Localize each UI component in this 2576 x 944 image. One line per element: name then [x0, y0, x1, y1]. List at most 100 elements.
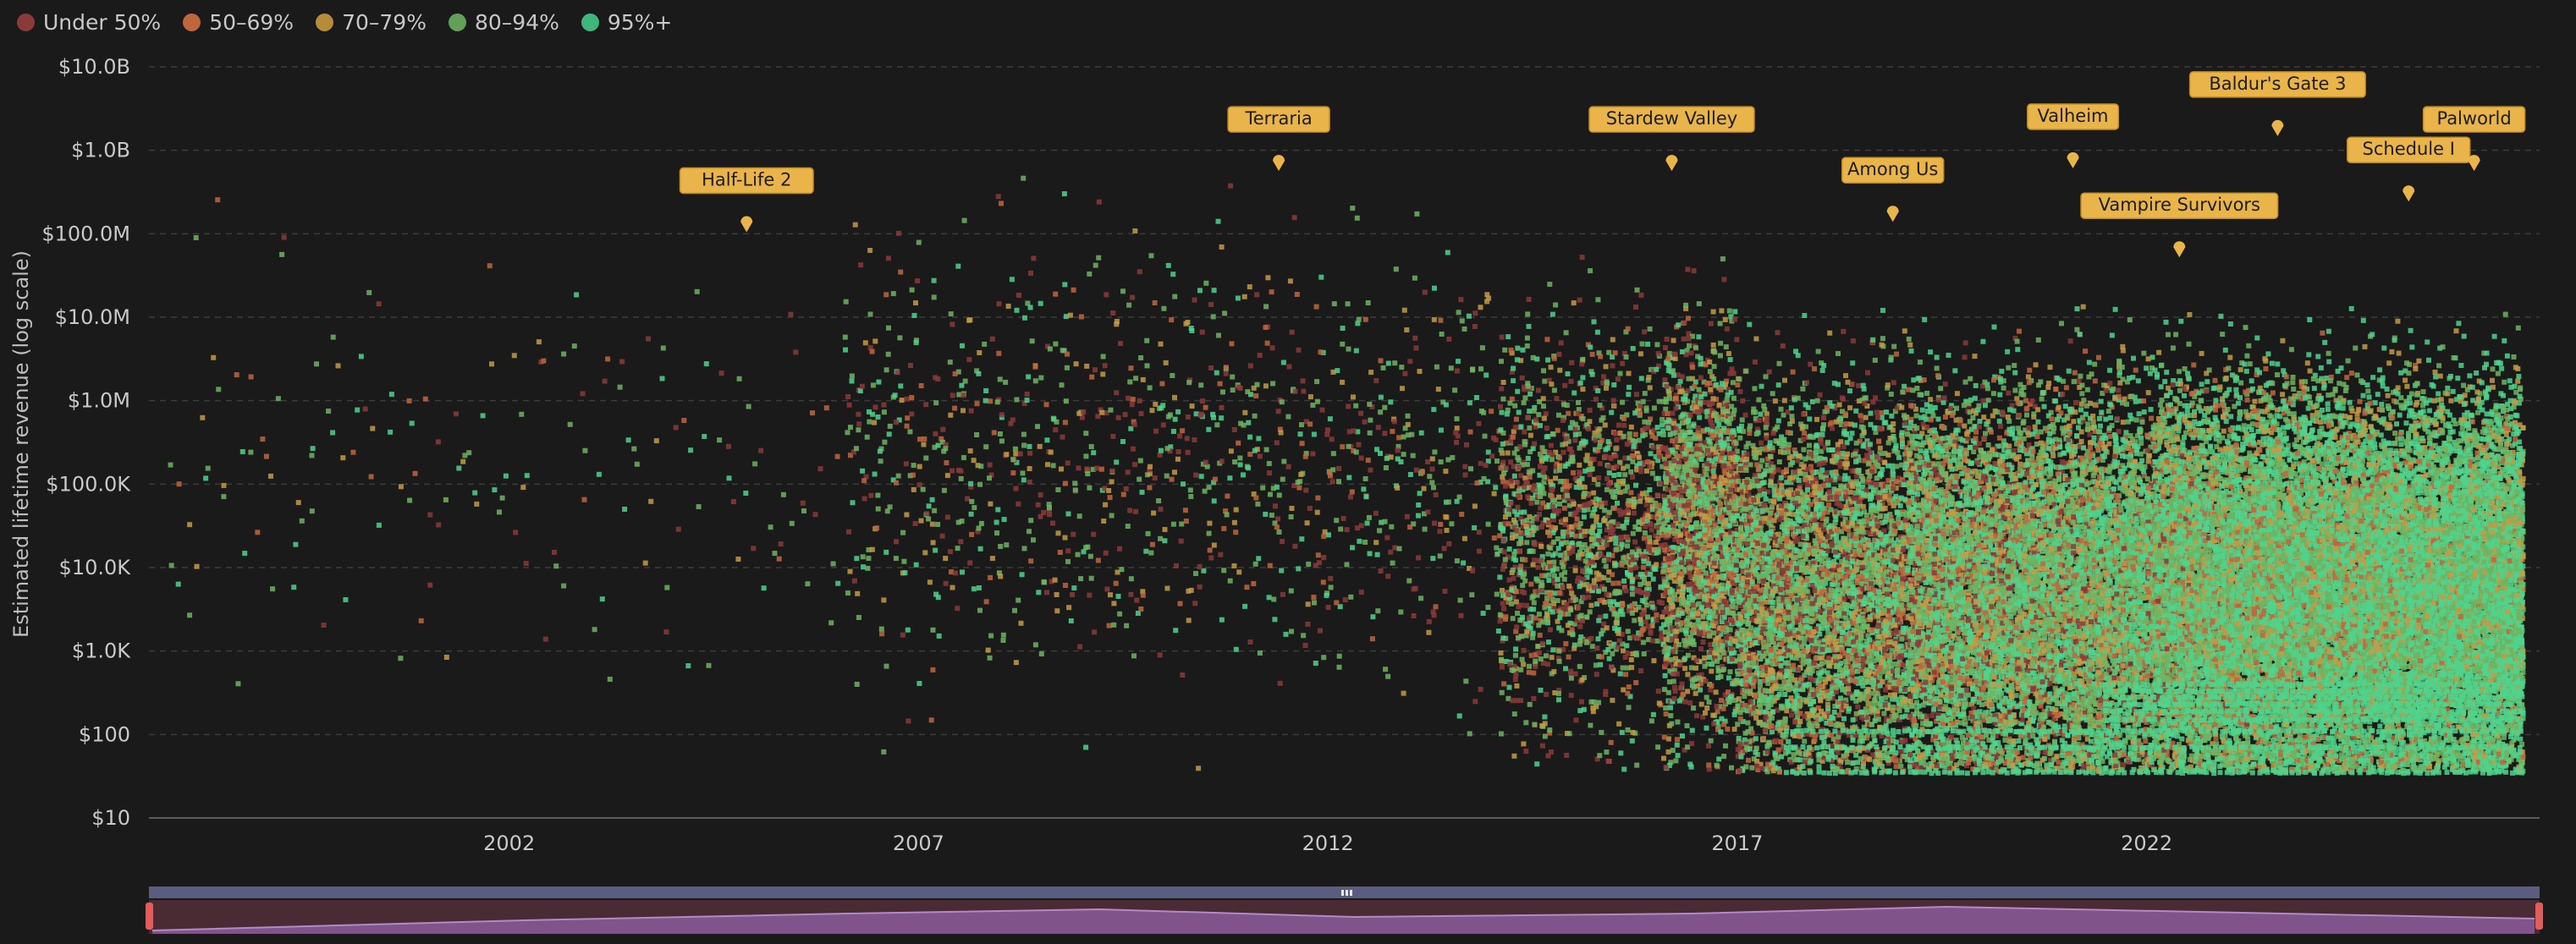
data-point[interactable]	[886, 352, 891, 357]
data-point[interactable]	[1622, 456, 1627, 461]
data-point[interactable]	[1598, 598, 1603, 603]
data-point[interactable]	[1276, 409, 1281, 414]
data-point[interactable]	[868, 493, 873, 498]
data-point[interactable]	[1588, 723, 1593, 728]
data-point[interactable]	[1028, 518, 1033, 523]
data-point[interactable]	[1550, 513, 1555, 519]
data-point[interactable]	[572, 343, 577, 349]
data-point[interactable]	[456, 466, 461, 471]
data-point[interactable]	[1101, 354, 1106, 359]
data-point[interactable]	[211, 355, 216, 360]
data-point[interactable]	[1640, 554, 1645, 559]
data-point[interactable]	[1543, 721, 1548, 726]
data-point[interactable]	[1644, 469, 1649, 474]
data-point[interactable]	[905, 718, 911, 723]
data-point[interactable]	[1376, 425, 1381, 430]
data-point[interactable]	[1518, 425, 1523, 430]
data-point[interactable]	[1310, 403, 1315, 408]
data-point[interactable]	[1027, 451, 1032, 456]
data-point[interactable]	[1228, 579, 1233, 584]
data-point[interactable]	[1108, 495, 1113, 500]
data-point[interactable]	[1559, 573, 1564, 578]
data-point[interactable]	[862, 497, 867, 502]
data-point[interactable]	[998, 574, 1003, 579]
data-point[interactable]	[1665, 356, 1671, 361]
data-point[interactable]	[322, 623, 327, 628]
data-point[interactable]	[1538, 633, 1543, 638]
data-point[interactable]	[911, 473, 916, 478]
data-point[interactable]	[1218, 552, 1223, 557]
data-point[interactable]	[746, 404, 751, 409]
data-point[interactable]	[1573, 422, 1578, 427]
data-point[interactable]	[1573, 432, 1578, 437]
data-point[interactable]	[1557, 464, 1562, 469]
data-point[interactable]	[1359, 523, 1364, 528]
data-point[interactable]	[1044, 590, 1049, 595]
data-point[interactable]	[1511, 552, 1516, 557]
data-point[interactable]	[537, 339, 542, 344]
data-point[interactable]	[489, 361, 494, 366]
data-point[interactable]	[1605, 759, 1610, 764]
data-point[interactable]	[1053, 427, 1058, 432]
data-point[interactable]	[1170, 477, 1175, 482]
data-point[interactable]	[1234, 647, 1239, 652]
data-point[interactable]	[1464, 442, 1469, 447]
data-point[interactable]	[1311, 595, 1316, 600]
data-point[interactable]	[1545, 552, 1550, 557]
data-point[interactable]	[1172, 469, 1177, 475]
data-point[interactable]	[1557, 456, 1562, 461]
data-point[interactable]	[1367, 402, 1372, 407]
data-point[interactable]	[1502, 549, 1507, 554]
data-point[interactable]	[1555, 598, 1560, 603]
data-point[interactable]	[1510, 698, 1515, 703]
data-point[interactable]	[1148, 464, 1153, 469]
data-point[interactable]	[1164, 474, 1170, 479]
data-point[interactable]	[977, 482, 983, 487]
data-point[interactable]	[1518, 564, 1523, 569]
data-point[interactable]	[1593, 438, 1599, 443]
data-point[interactable]	[1525, 336, 1530, 341]
data-point[interactable]	[1483, 463, 1489, 468]
data-point[interactable]	[1557, 590, 1562, 595]
data-point[interactable]	[1582, 707, 1587, 712]
data-point[interactable]	[1186, 450, 1191, 455]
data-point[interactable]	[1595, 330, 1600, 335]
data-point[interactable]	[1398, 610, 1403, 615]
data-point[interactable]	[1632, 504, 1637, 509]
data-point[interactable]	[1618, 750, 1623, 755]
data-point[interactable]	[1633, 483, 1638, 488]
data-point[interactable]	[1663, 500, 1668, 505]
data-point[interactable]	[1642, 329, 1647, 334]
data-point[interactable]	[1510, 667, 1515, 672]
data-point[interactable]	[1406, 414, 1411, 419]
data-point[interactable]	[1153, 300, 1158, 305]
data-point[interactable]	[1245, 389, 1250, 394]
data-point[interactable]	[1546, 520, 1551, 525]
data-point[interactable]	[1015, 308, 1020, 313]
data-point[interactable]	[1286, 365, 1291, 370]
data-point[interactable]	[1403, 425, 1408, 431]
data-point[interactable]	[1538, 423, 1543, 428]
data-point[interactable]	[1256, 556, 1261, 561]
data-point[interactable]	[1506, 521, 1511, 526]
data-point[interactable]	[1159, 342, 1164, 347]
data-point[interactable]	[1346, 475, 1351, 480]
data-point[interactable]	[1654, 367, 1659, 372]
data-point[interactable]	[1544, 434, 1549, 439]
data-point[interactable]	[1299, 422, 1304, 427]
data-point[interactable]	[1238, 421, 1243, 426]
data-point[interactable]	[1645, 497, 1650, 502]
data-point[interactable]	[1224, 371, 1229, 376]
data-point[interactable]	[1527, 616, 1532, 621]
data-point[interactable]	[1334, 518, 1339, 523]
data-point[interactable]	[1469, 592, 1474, 597]
data-point[interactable]	[1640, 598, 1645, 603]
data-point[interactable]	[1540, 501, 1545, 506]
data-point[interactable]	[1438, 553, 1443, 558]
data-point[interactable]	[1499, 447, 1504, 453]
data-point[interactable]	[1058, 550, 1063, 555]
data-point[interactable]	[955, 606, 960, 611]
data-point[interactable]	[1158, 536, 1163, 541]
data-point[interactable]	[1630, 730, 1635, 735]
data-point[interactable]	[1337, 665, 1342, 670]
